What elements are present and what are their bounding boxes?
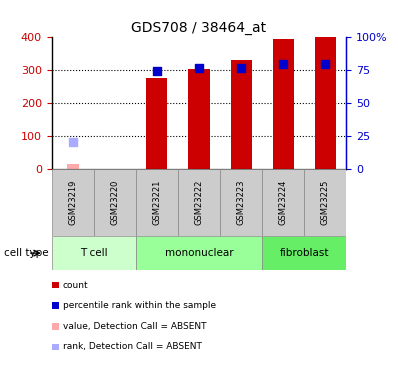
Point — [238, 65, 244, 71]
Text: GSM23223: GSM23223 — [236, 180, 246, 225]
Text: GSM23222: GSM23222 — [195, 180, 203, 225]
Bar — [315, 38, 336, 169]
Text: GSM23225: GSM23225 — [321, 180, 330, 225]
Text: fibroblast: fibroblast — [279, 248, 329, 258]
Text: T cell: T cell — [80, 248, 107, 258]
Bar — [262, 169, 304, 236]
Bar — [136, 236, 262, 270]
Bar — [67, 164, 78, 169]
Text: GSM23219: GSM23219 — [68, 180, 77, 225]
Text: count: count — [63, 280, 88, 290]
Bar — [189, 69, 209, 169]
Point — [70, 140, 76, 146]
Bar — [273, 39, 294, 169]
Text: mononuclear: mononuclear — [165, 248, 233, 258]
Text: cell type: cell type — [4, 248, 49, 258]
Text: GSM23220: GSM23220 — [110, 180, 119, 225]
Text: value, Detection Call = ABSENT: value, Detection Call = ABSENT — [63, 322, 207, 331]
Bar — [262, 236, 346, 270]
Text: rank, Detection Call = ABSENT: rank, Detection Call = ABSENT — [63, 342, 202, 351]
Bar — [52, 169, 94, 236]
Bar — [146, 78, 168, 169]
Bar — [136, 169, 178, 236]
Text: GSM23224: GSM23224 — [279, 180, 288, 225]
Text: GSM23221: GSM23221 — [152, 180, 162, 225]
Bar — [52, 236, 136, 270]
Bar — [304, 169, 346, 236]
Bar — [94, 169, 136, 236]
Bar — [230, 60, 252, 169]
Bar — [178, 169, 220, 236]
Text: percentile rank within the sample: percentile rank within the sample — [63, 301, 216, 310]
Point — [280, 62, 286, 68]
Point — [322, 62, 328, 68]
Point — [196, 65, 202, 71]
Title: GDS708 / 38464_at: GDS708 / 38464_at — [131, 21, 267, 35]
Bar — [220, 169, 262, 236]
Point — [154, 68, 160, 74]
